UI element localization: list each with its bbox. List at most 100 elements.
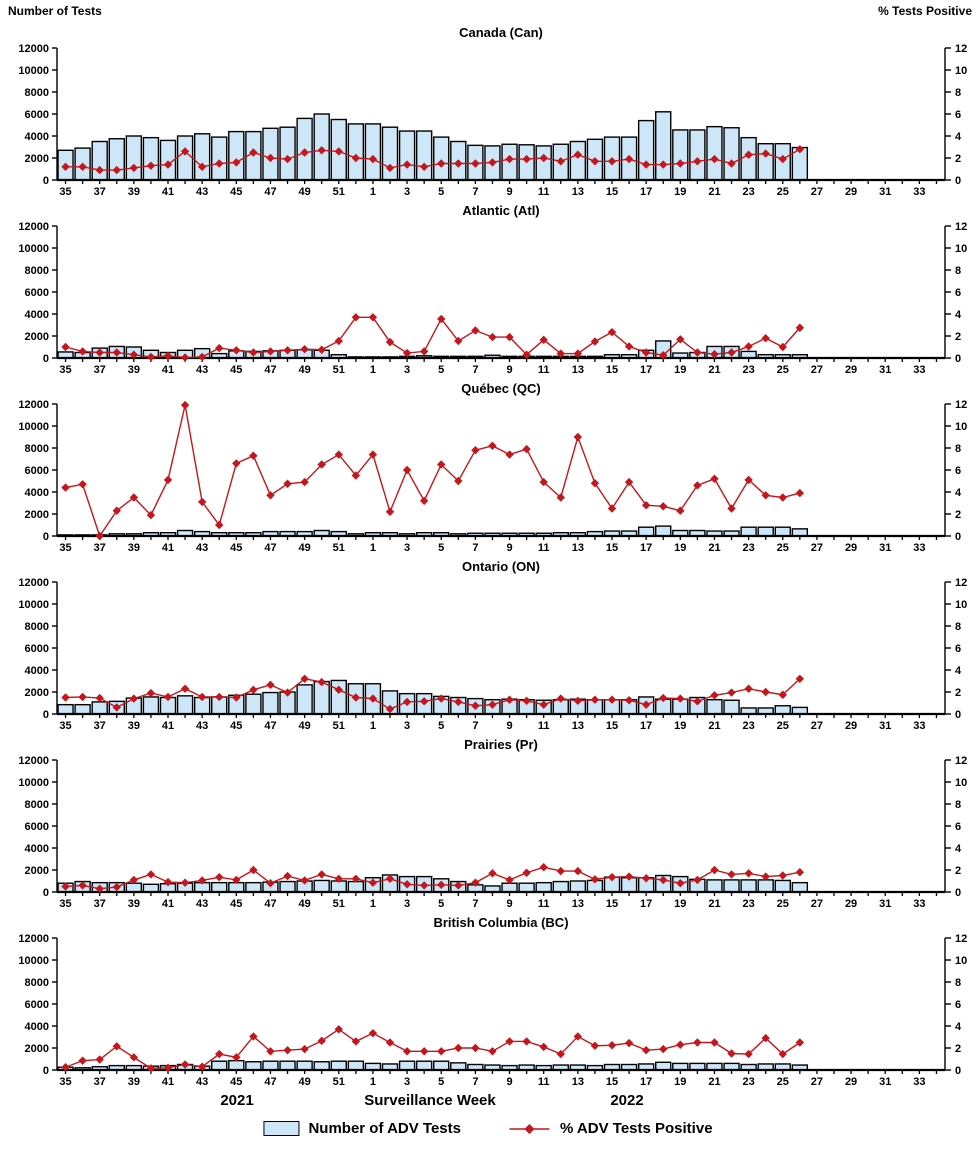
svg-text:43: 43: [196, 1076, 208, 1088]
svg-text:10000: 10000: [18, 243, 49, 255]
svg-text:39: 39: [128, 720, 140, 732]
svg-text:7: 7: [472, 1076, 478, 1088]
svg-text:6: 6: [955, 821, 961, 833]
svg-text:21: 21: [708, 898, 720, 910]
line-legend-label: % ADV Tests Positive: [559, 1120, 713, 1137]
svg-text:15: 15: [606, 364, 618, 376]
svg-text:2000: 2000: [25, 865, 49, 877]
panel-title: Canada (Can): [459, 25, 543, 40]
svg-text:4000: 4000: [25, 309, 49, 321]
left-axis: 0 2000 4000 6000 8000 10000 12000: [18, 577, 58, 721]
svg-text:27: 27: [811, 364, 823, 376]
right-axis: 0 2 4 6 8 10 12: [944, 933, 967, 1077]
svg-text:3: 3: [404, 1076, 410, 1088]
right-axis-title: % Tests Positive: [878, 4, 972, 18]
svg-text:12000: 12000: [18, 399, 49, 411]
svg-text:33: 33: [913, 1076, 925, 1088]
svg-text:6000: 6000: [25, 821, 49, 833]
svg-text:10: 10: [955, 243, 967, 255]
svg-text:35: 35: [59, 364, 71, 376]
svg-text:4: 4: [955, 843, 962, 855]
svg-text:2000: 2000: [25, 509, 49, 521]
svg-text:43: 43: [196, 898, 208, 910]
svg-text:4: 4: [955, 131, 962, 143]
x-axis: 35 37 39 41 43 45 47 49 51 1 3 5 7 9 11 13 15 17 19 21 23 25 2…: [57, 356, 945, 376]
svg-text:17: 17: [640, 186, 652, 198]
svg-text:49: 49: [298, 186, 310, 198]
svg-text:15: 15: [606, 720, 618, 732]
x-axis: 35 37 39 41 43 45 47 49 51 1 3 5 7 9 11 13 15 17 19 21 23 25 2…: [57, 890, 945, 910]
svg-text:12000: 12000: [18, 221, 49, 233]
svg-text:12000: 12000: [18, 577, 49, 589]
svg-text:39: 39: [128, 186, 140, 198]
svg-text:0: 0: [955, 887, 961, 899]
svg-text:0: 0: [955, 353, 961, 365]
svg-text:1: 1: [370, 1076, 376, 1088]
svg-text:45: 45: [230, 186, 242, 198]
svg-text:21: 21: [708, 364, 720, 376]
svg-text:29: 29: [845, 364, 857, 376]
svg-text:29: 29: [845, 186, 857, 198]
svg-text:12: 12: [955, 755, 967, 767]
svg-text:4: 4: [955, 309, 962, 321]
svg-text:0: 0: [43, 887, 49, 899]
svg-text:12: 12: [955, 933, 967, 945]
svg-text:2: 2: [955, 687, 961, 699]
svg-text:6: 6: [955, 287, 961, 299]
svg-text:17: 17: [640, 720, 652, 732]
panel-ontario-on: Ontario (ON)0200040006000800010000120000…: [18, 559, 967, 732]
svg-text:25: 25: [777, 720, 789, 732]
left-axis: 0 2000 4000 6000 8000 10000 12000: [18, 399, 58, 543]
svg-text:13: 13: [572, 1076, 584, 1088]
panel-quebec-qc: Québec (QC) 0 2000 4000 6000 8000 10000 12000 0 2…: [18, 381, 967, 554]
svg-text:23: 23: [742, 720, 754, 732]
svg-text:43: 43: [196, 364, 208, 376]
svg-text:5: 5: [438, 720, 444, 732]
svg-text:8000: 8000: [25, 87, 49, 99]
svg-text:51: 51: [333, 1076, 345, 1088]
svg-text:13: 13: [572, 186, 584, 198]
left-axis: 0 2000 4000 6000 8000 10000 12000: [18, 933, 58, 1077]
svg-text:49: 49: [298, 542, 310, 554]
chart-legend: Number of ADV Tests % ADV Tests Positive: [263, 1120, 713, 1137]
svg-text:4000: 4000: [25, 131, 49, 143]
svg-text:8: 8: [955, 621, 961, 633]
svg-text:13: 13: [572, 542, 584, 554]
svg-text:10: 10: [955, 599, 967, 611]
svg-text:51: 51: [333, 542, 345, 554]
svg-text:9: 9: [506, 1076, 512, 1088]
svg-text:5: 5: [438, 364, 444, 376]
x-axis-title: Surveillance Week: [364, 1092, 496, 1109]
svg-text:45: 45: [230, 1076, 242, 1088]
svg-text:23: 23: [742, 898, 754, 910]
svg-text:8: 8: [955, 799, 961, 811]
bars: [57, 525, 809, 537]
svg-text:12000: 12000: [18, 755, 49, 767]
panel-title: Atlantic (Atl): [462, 203, 539, 218]
svg-text:35: 35: [59, 1076, 71, 1088]
svg-text:5: 5: [438, 186, 444, 198]
svg-text:15: 15: [606, 1076, 618, 1088]
svg-text:49: 49: [298, 720, 310, 732]
svg-text:4000: 4000: [25, 487, 49, 499]
svg-text:8: 8: [955, 977, 961, 989]
svg-text:19: 19: [674, 364, 686, 376]
svg-text:12: 12: [955, 221, 967, 233]
positivity-line: [61, 313, 805, 362]
bars: [57, 111, 809, 181]
svg-text:51: 51: [333, 364, 345, 376]
svg-text:45: 45: [230, 898, 242, 910]
svg-text:37: 37: [94, 898, 106, 910]
svg-text:6: 6: [955, 999, 961, 1011]
svg-text:10000: 10000: [18, 65, 49, 77]
svg-text:0: 0: [43, 175, 49, 187]
svg-text:5: 5: [438, 542, 444, 554]
svg-text:33: 33: [913, 186, 925, 198]
svg-text:6000: 6000: [25, 643, 49, 655]
svg-text:45: 45: [230, 364, 242, 376]
svg-text:11: 11: [538, 364, 550, 376]
svg-text:41: 41: [162, 542, 174, 554]
svg-text:17: 17: [640, 542, 652, 554]
svg-text:1: 1: [370, 542, 376, 554]
svg-text:41: 41: [162, 898, 174, 910]
